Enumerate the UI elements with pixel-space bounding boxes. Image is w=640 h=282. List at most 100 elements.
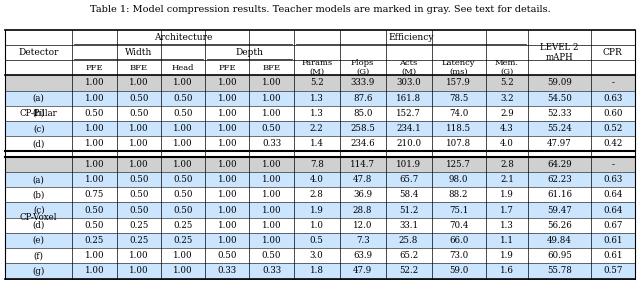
Text: 1.8: 1.8 [310, 266, 324, 276]
Text: 1.00: 1.00 [84, 139, 104, 148]
Text: 1.9: 1.9 [500, 190, 514, 199]
Text: 74.0: 74.0 [449, 109, 468, 118]
Text: 0.25: 0.25 [85, 236, 104, 245]
Text: 98.0: 98.0 [449, 175, 468, 184]
Text: 52.2: 52.2 [399, 266, 418, 276]
Text: 65.7: 65.7 [399, 175, 418, 184]
Text: 75.1: 75.1 [449, 206, 468, 215]
Text: 1.00: 1.00 [173, 139, 193, 148]
Text: 0.33: 0.33 [262, 266, 281, 276]
Text: 2.2: 2.2 [310, 124, 324, 133]
Text: 0.63: 0.63 [603, 175, 622, 184]
Text: 1.00: 1.00 [84, 266, 104, 276]
Text: 0.67: 0.67 [603, 221, 623, 230]
Text: 1.00: 1.00 [262, 190, 282, 199]
Text: 118.5: 118.5 [446, 124, 471, 133]
Text: 4.3: 4.3 [500, 124, 514, 133]
Text: 1.9: 1.9 [310, 206, 324, 215]
Text: Table 1: Model compression results. Teacher models are marked in gray. See text : Table 1: Model compression results. Teac… [90, 5, 550, 14]
Text: 88.2: 88.2 [449, 190, 468, 199]
Text: 1.00: 1.00 [218, 109, 237, 118]
Text: 1.4: 1.4 [310, 139, 324, 148]
Text: (a): (a) [33, 94, 45, 103]
Text: 1.00: 1.00 [218, 206, 237, 215]
Bar [5, 172, 635, 187]
Text: (c): (c) [33, 124, 45, 133]
Text: 0.52: 0.52 [603, 124, 623, 133]
Text: 1.00: 1.00 [173, 124, 193, 133]
Text: 0.63: 0.63 [603, 94, 622, 103]
Text: 1.3: 1.3 [500, 221, 514, 230]
Text: 333.9: 333.9 [351, 78, 375, 87]
Text: 1.00: 1.00 [129, 266, 148, 276]
Bar [5, 91, 635, 106]
Text: 1.0: 1.0 [310, 221, 324, 230]
Text: 56.26: 56.26 [547, 221, 572, 230]
Bar [5, 106, 635, 121]
Text: 234.6: 234.6 [350, 139, 375, 148]
Text: 65.2: 65.2 [399, 251, 418, 260]
Bar [5, 187, 635, 202]
Text: 1.00: 1.00 [262, 78, 282, 87]
Text: 1.00: 1.00 [129, 124, 148, 133]
Text: 55.24: 55.24 [547, 124, 572, 133]
Text: 0.33: 0.33 [218, 266, 237, 276]
Text: PFE: PFE [86, 64, 103, 72]
Text: 59.09: 59.09 [547, 78, 572, 87]
Text: 1.00: 1.00 [218, 124, 237, 133]
Text: 0.64: 0.64 [603, 190, 623, 199]
Text: 1.00: 1.00 [129, 251, 148, 260]
Text: 0.25: 0.25 [173, 221, 193, 230]
Text: Params
(M): Params (M) [301, 59, 332, 76]
Text: 73.0: 73.0 [449, 251, 468, 260]
Bar [5, 263, 635, 279]
Text: 1.00: 1.00 [129, 78, 148, 87]
Text: 12.0: 12.0 [353, 221, 372, 230]
Text: 1.00: 1.00 [84, 94, 104, 103]
Text: 258.5: 258.5 [350, 124, 375, 133]
Text: LEVEL 2
mAPH: LEVEL 2 mAPH [540, 43, 579, 62]
Text: 0.42: 0.42 [603, 139, 623, 148]
Text: Head: Head [172, 64, 195, 72]
Text: 4.0: 4.0 [500, 139, 514, 148]
Text: 1.00: 1.00 [218, 175, 237, 184]
Text: 0.33: 0.33 [262, 139, 281, 148]
Text: 47.97: 47.97 [547, 139, 572, 148]
Text: 0.50: 0.50 [84, 221, 104, 230]
Text: 63.9: 63.9 [353, 251, 372, 260]
Text: 70.4: 70.4 [449, 221, 468, 230]
Bar [5, 75, 635, 91]
Text: 1.3: 1.3 [310, 109, 324, 118]
Text: 0.50: 0.50 [129, 109, 148, 118]
Text: Latency
(ms): Latency (ms) [442, 59, 476, 76]
Text: 0.64: 0.64 [603, 206, 623, 215]
Text: 1.00: 1.00 [84, 124, 104, 133]
Text: 0.50: 0.50 [173, 109, 193, 118]
Text: 1.00: 1.00 [173, 251, 193, 260]
Text: Width: Width [125, 48, 152, 57]
Text: 61.16: 61.16 [547, 190, 572, 199]
Text: 0.61: 0.61 [603, 251, 623, 260]
Text: 0.50: 0.50 [129, 94, 148, 103]
Text: 2.9: 2.9 [500, 109, 514, 118]
Text: 0.50: 0.50 [262, 124, 282, 133]
Text: 1.00: 1.00 [218, 160, 237, 169]
Text: CPR: CPR [603, 48, 623, 57]
Text: (c): (c) [33, 206, 45, 215]
Text: 1.00: 1.00 [262, 109, 282, 118]
Bar [5, 233, 635, 248]
Text: 3.2: 3.2 [500, 94, 514, 103]
Text: 0.57: 0.57 [603, 266, 623, 276]
Text: 25.8: 25.8 [399, 236, 419, 245]
Bar [5, 121, 635, 136]
Text: 1.3: 1.3 [310, 94, 324, 103]
Text: 59.47: 59.47 [547, 206, 572, 215]
Text: Efficiency: Efficiency [388, 33, 434, 42]
Text: 33.1: 33.1 [399, 221, 418, 230]
Text: 210.0: 210.0 [396, 139, 421, 148]
Text: 1.00: 1.00 [218, 190, 237, 199]
Text: Depth: Depth [236, 48, 264, 57]
Bar [5, 136, 635, 151]
Text: 0.50: 0.50 [218, 251, 237, 260]
Text: BFE: BFE [262, 64, 281, 72]
